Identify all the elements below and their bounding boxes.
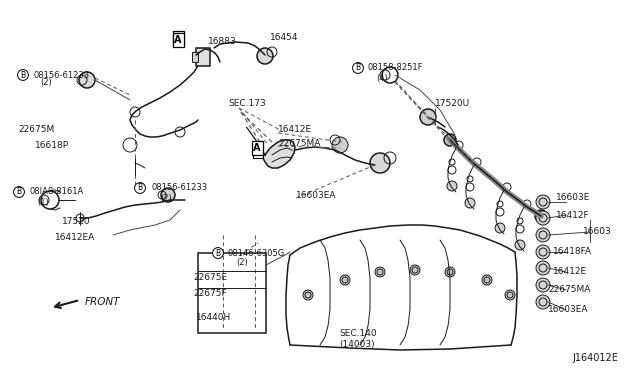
Bar bbox=[192, 52, 198, 62]
Circle shape bbox=[536, 245, 550, 259]
Text: 08158-8251F: 08158-8251F bbox=[368, 64, 424, 73]
Text: 16412E: 16412E bbox=[278, 125, 312, 135]
Text: 16412E: 16412E bbox=[553, 267, 587, 276]
Text: A: A bbox=[253, 143, 260, 153]
Text: B: B bbox=[138, 183, 143, 192]
Polygon shape bbox=[262, 140, 295, 168]
Circle shape bbox=[536, 295, 550, 309]
Text: 17520: 17520 bbox=[62, 218, 91, 227]
Text: 08146-6305G: 08146-6305G bbox=[228, 248, 285, 257]
Text: B: B bbox=[355, 64, 360, 73]
Text: 16618P: 16618P bbox=[35, 141, 69, 150]
Text: 16440H: 16440H bbox=[196, 314, 231, 323]
Text: 17520U: 17520U bbox=[435, 99, 470, 108]
Text: 16603E: 16603E bbox=[556, 193, 590, 202]
Text: 16418FA: 16418FA bbox=[553, 247, 592, 257]
Text: 16883: 16883 bbox=[208, 38, 237, 46]
Text: 16603: 16603 bbox=[583, 228, 612, 237]
Circle shape bbox=[79, 72, 95, 88]
Circle shape bbox=[447, 181, 457, 191]
Circle shape bbox=[161, 188, 175, 202]
Text: 22675M: 22675M bbox=[18, 125, 54, 135]
Text: SEC.173: SEC.173 bbox=[228, 99, 266, 108]
Text: J164012E: J164012E bbox=[572, 353, 618, 363]
Text: 22675MA: 22675MA bbox=[548, 285, 590, 295]
Circle shape bbox=[257, 48, 273, 64]
Circle shape bbox=[515, 240, 525, 250]
Circle shape bbox=[444, 134, 456, 146]
Text: 22675MA: 22675MA bbox=[278, 138, 321, 148]
Bar bbox=[196, 48, 210, 66]
Circle shape bbox=[536, 211, 550, 225]
Text: 08156-61233: 08156-61233 bbox=[151, 183, 207, 192]
Circle shape bbox=[536, 195, 550, 209]
Text: 08156-61233: 08156-61233 bbox=[34, 71, 90, 80]
Text: 22675F: 22675F bbox=[193, 289, 227, 298]
Text: A: A bbox=[174, 35, 182, 45]
Circle shape bbox=[535, 210, 547, 222]
Circle shape bbox=[465, 198, 475, 208]
Circle shape bbox=[340, 275, 350, 285]
Text: FRONT: FRONT bbox=[85, 297, 120, 307]
Text: B: B bbox=[216, 248, 221, 257]
Circle shape bbox=[536, 261, 550, 275]
Text: 16412EA: 16412EA bbox=[55, 234, 95, 243]
Circle shape bbox=[332, 137, 348, 153]
Text: (14003): (14003) bbox=[339, 340, 374, 349]
Text: 22675E: 22675E bbox=[193, 273, 227, 282]
Text: (2): (2) bbox=[160, 193, 172, 202]
Text: (2): (2) bbox=[40, 78, 52, 87]
Circle shape bbox=[536, 278, 550, 292]
Text: SEC.140: SEC.140 bbox=[339, 330, 376, 339]
Circle shape bbox=[420, 109, 436, 125]
Circle shape bbox=[375, 267, 385, 277]
Text: 16603EA: 16603EA bbox=[548, 305, 589, 314]
Text: 16412F: 16412F bbox=[556, 211, 589, 219]
Text: A: A bbox=[174, 33, 182, 43]
Circle shape bbox=[536, 228, 550, 242]
Circle shape bbox=[495, 223, 505, 233]
Text: 08IA8-8161A: 08IA8-8161A bbox=[30, 187, 84, 196]
Text: (1): (1) bbox=[37, 198, 49, 206]
Bar bbox=[198, 253, 266, 333]
Text: B: B bbox=[17, 187, 22, 196]
Circle shape bbox=[445, 267, 455, 277]
Text: A: A bbox=[254, 147, 262, 157]
Text: 16454: 16454 bbox=[270, 33, 298, 42]
Text: (4): (4) bbox=[376, 74, 388, 83]
Text: B: B bbox=[20, 71, 26, 80]
Circle shape bbox=[410, 265, 420, 275]
Circle shape bbox=[482, 275, 492, 285]
Text: (2): (2) bbox=[236, 259, 248, 267]
Circle shape bbox=[505, 290, 515, 300]
Circle shape bbox=[303, 290, 313, 300]
Circle shape bbox=[370, 153, 390, 173]
Text: 16603EA: 16603EA bbox=[296, 190, 337, 199]
